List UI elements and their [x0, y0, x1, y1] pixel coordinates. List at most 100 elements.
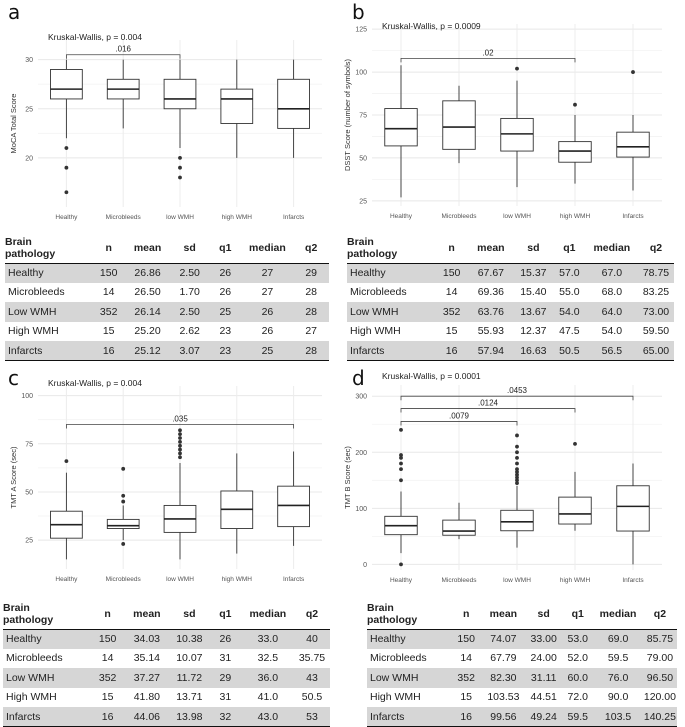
table-cell: Healthy — [347, 263, 436, 283]
table-cell: 44.51 — [530, 691, 557, 704]
table-header-cell: q1 — [209, 233, 242, 264]
stats-table-d: Brain pathology n mean sd q1 median q2 Healthy 15… — [367, 599, 677, 727]
table-cell: 31 — [219, 652, 232, 665]
outlier-point — [64, 146, 69, 150]
stats-table-a: Brain pathology n mean sd q1 median q2 Healthy 15… — [5, 233, 329, 361]
table-header-cell: mean — [467, 233, 514, 264]
table-cell: 103.5 — [593, 707, 643, 727]
table-cell: Infarcts — [5, 341, 93, 361]
table-row: Low WMH 352 63.76 13.67 54.0 64.0 73.00 — [347, 302, 674, 322]
x-category-label: Microbleeds — [106, 214, 142, 221]
table-cell: 36.0 — [241, 668, 294, 688]
table-cell: 78.75 — [637, 263, 674, 283]
table-cell: 25 — [241, 341, 294, 361]
table-cell: High WMH — [8, 325, 59, 338]
table-header-cell: q2 — [637, 233, 674, 264]
outlier-point — [121, 499, 126, 504]
box — [558, 496, 592, 525]
table-header-cell: q1 — [552, 233, 586, 264]
table-cell: 1.70 — [179, 286, 200, 299]
table-cell: High WMH — [6, 691, 57, 704]
table-cell: 26.14 — [124, 302, 171, 322]
table-cell: 67.79 — [490, 652, 517, 665]
table-cell: 99.56 — [481, 707, 526, 727]
outlier-point — [64, 459, 69, 464]
table-header-cell: mean — [123, 599, 170, 630]
table-cell: 14 — [460, 652, 473, 665]
table-cell: 140.25 — [642, 707, 677, 727]
panel-label-c: c — [8, 366, 19, 390]
y-axis-label: TMT A Score (sec) — [9, 446, 18, 508]
table-cell: Healthy — [367, 629, 451, 649]
table-cell: 35.75 — [298, 652, 326, 665]
table-header-cell: q1 — [208, 599, 242, 630]
significance-bracket — [400, 421, 518, 426]
significance-label: .016 — [115, 45, 131, 54]
table-cell: 57.94 — [467, 341, 514, 361]
table-cell: 15 — [460, 691, 473, 704]
outlier-point — [515, 472, 519, 477]
outlier-point — [64, 165, 69, 170]
table-cell: 53 — [293, 707, 330, 727]
table-cell: 57.0 — [552, 263, 586, 283]
table-cell: 69.36 — [477, 286, 504, 299]
significance-bracket — [400, 395, 634, 401]
table-cell: Healthy — [3, 629, 92, 649]
table-header-cell: n — [92, 233, 125, 264]
table-header-cell: mean — [481, 599, 526, 630]
outlier-point — [399, 562, 403, 567]
panel-label-b: b — [352, 0, 365, 24]
table-row: Infarcts 16 99.56 49.24 59.5 103.5 140.25 — [367, 707, 677, 727]
table-cell: 54.0 — [601, 325, 623, 338]
x-category-label: high WMH — [222, 214, 253, 221]
box — [384, 108, 418, 147]
outlier-point — [515, 478, 519, 483]
significance-bracket — [66, 54, 181, 59]
outlier-point — [515, 475, 519, 480]
y-tick-label: 30 — [25, 57, 33, 64]
table-cell: High WMH — [370, 691, 421, 704]
x-category-label: Infarcts — [283, 214, 305, 221]
box — [277, 78, 310, 129]
table-header-cell: q2 — [293, 599, 330, 630]
table-header-cell: Brain pathology — [367, 599, 451, 630]
table-row: High WMH 15 103.53 44.51 72.0 90.0 120.00 — [367, 688, 677, 708]
table-cell: 12.37 — [520, 325, 547, 338]
y-tick-label: 25 — [25, 106, 33, 113]
table-header-cell: sd — [513, 233, 553, 264]
table-row: Healthy 150 26.86 2.50 26 27 29 — [5, 263, 329, 283]
table-row: High WMH 15 55.93 12.37 47.5 54.0 59.50 — [347, 322, 674, 342]
table-cell: 15.37 — [513, 263, 553, 283]
chart-title: Kruskal-Wallis, p = 0.0001 — [382, 371, 481, 381]
table-header-cell: median — [241, 233, 294, 264]
table-row: Low WMH 352 82.30 31.11 60.0 76.0 96.50 — [367, 668, 677, 688]
box — [442, 100, 476, 150]
table-header-cell: median — [585, 233, 638, 264]
outlier-point — [399, 461, 403, 466]
table-cell: 26.86 — [124, 263, 171, 283]
outlier-point — [178, 175, 182, 180]
table-cell: 43 — [293, 668, 330, 688]
table-cell: 60.0 — [562, 668, 594, 688]
panel-label-d: d — [352, 366, 365, 390]
table-cell: Low WMH — [3, 668, 92, 688]
outlier-point — [178, 455, 182, 460]
table-cell: 11.72 — [169, 668, 209, 688]
table-cell: 13.71 — [176, 691, 203, 704]
significance-bracket — [400, 408, 576, 413]
x-category-label: high WMH — [222, 576, 253, 583]
table-cell: 10.07 — [176, 652, 203, 665]
outlier-point — [178, 155, 182, 160]
table-cell: 150 — [450, 629, 482, 649]
outlier-point — [515, 450, 519, 455]
y-tick-label: 100 — [355, 506, 367, 513]
significance-label: .02 — [482, 48, 494, 57]
x-category-label: low WMH — [166, 214, 194, 221]
outlier-point — [515, 461, 519, 466]
table-cell: 69.0 — [593, 629, 643, 649]
table-row: Healthy 150 34.03 10.38 26 33.0 40 — [3, 629, 330, 649]
table-cell: 74.07 — [481, 629, 526, 649]
table-cell: 65.00 — [637, 341, 674, 361]
table-cell: 27 — [241, 263, 294, 283]
table-cell: 14 — [101, 652, 114, 665]
